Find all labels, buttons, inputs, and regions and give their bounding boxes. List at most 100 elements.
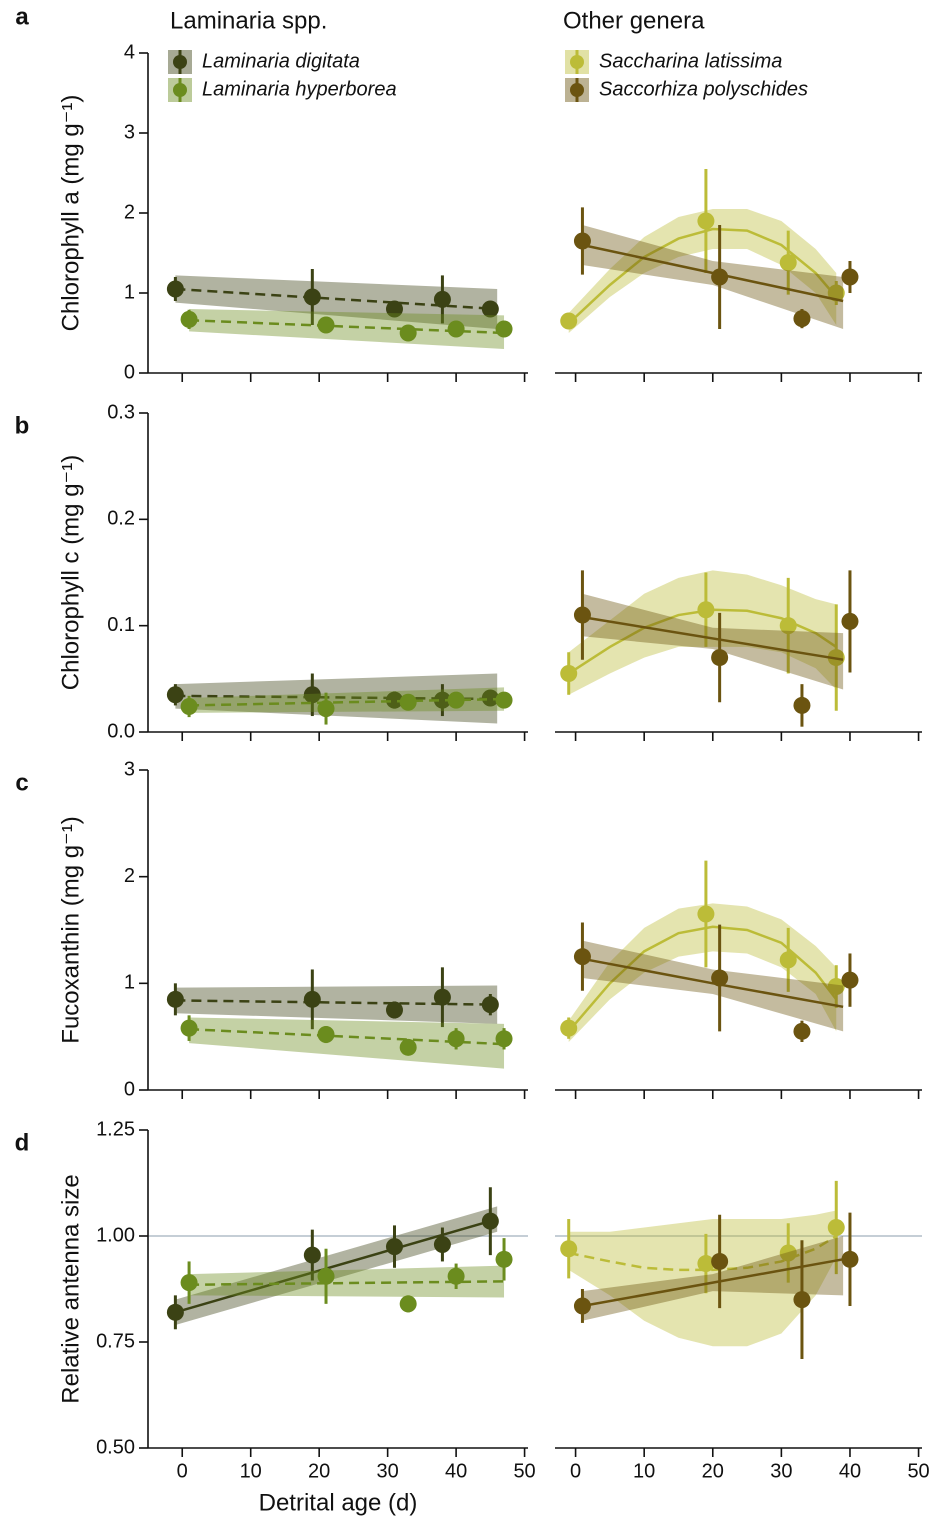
mean-point <box>793 1291 811 1309</box>
legend-label: Laminaria hyperborea <box>202 78 397 100</box>
x-tick-label: 0 <box>177 1460 188 1482</box>
mean-point <box>560 312 578 330</box>
mean-point <box>166 990 184 1008</box>
mean-point <box>447 320 465 338</box>
y-tick-label: 2 <box>124 865 135 887</box>
mean-point <box>385 1001 403 1019</box>
y-tick-label: 0.50 <box>96 1436 135 1458</box>
mean-point <box>841 268 859 286</box>
y-tick-label: 0 <box>124 361 135 383</box>
mean-point <box>166 686 184 704</box>
mean-point <box>481 996 499 1014</box>
mean-point <box>573 948 591 966</box>
legend-label: Saccorhiza polyschides <box>599 78 808 100</box>
mean-point <box>711 649 729 667</box>
panel-label: b <box>15 412 30 439</box>
mean-point <box>447 1030 465 1048</box>
y-tick-label: 0.2 <box>107 508 135 530</box>
y-tick-label: 0.0 <box>107 720 135 742</box>
x-tick-label: 50 <box>513 1460 535 1482</box>
x-tick-label: 50 <box>907 1460 929 1482</box>
mean-point <box>433 290 451 308</box>
mean-point <box>793 696 811 714</box>
x-tick-label: 10 <box>633 1460 655 1482</box>
fit-line <box>567 227 838 325</box>
mean-point <box>779 951 797 969</box>
y-tick-label: 1.25 <box>96 1118 135 1140</box>
mean-point <box>433 691 451 709</box>
x-tick-label: 20 <box>308 1460 330 1482</box>
legend-label: Laminaria digitata <box>202 50 360 72</box>
mean-point <box>697 1255 715 1273</box>
legend-marker <box>173 83 187 97</box>
mean-point <box>827 284 845 302</box>
confidence-band <box>568 1210 837 1347</box>
x-axis-label: Detrital age (d) <box>259 1489 418 1516</box>
column-title: Other genera <box>563 7 705 34</box>
confidence-band <box>189 1265 505 1298</box>
mean-point <box>793 1022 811 1040</box>
mean-point <box>303 1246 321 1264</box>
panel-label: d <box>15 1129 30 1156</box>
x-tick-label: 30 <box>770 1460 792 1482</box>
mean-point <box>779 254 797 272</box>
fit-line <box>582 1258 844 1308</box>
mean-point <box>447 1267 465 1285</box>
y-tick-label: 1.00 <box>96 1224 135 1246</box>
mean-point <box>180 310 198 328</box>
mean-point <box>399 324 417 342</box>
mean-point <box>180 697 198 715</box>
mean-point <box>560 1019 578 1037</box>
mean-point <box>697 601 715 619</box>
mean-point <box>399 1038 417 1056</box>
confidence-band <box>189 1017 505 1069</box>
y-axis-label: Relative antenna size <box>57 1174 84 1403</box>
y-tick-label: 1 <box>124 972 135 994</box>
mean-point <box>697 212 715 230</box>
mean-point <box>385 300 403 318</box>
y-tick-label: 0 <box>124 1078 135 1100</box>
fit-line <box>567 925 838 1033</box>
mean-point <box>399 1295 417 1313</box>
panel-label: a <box>15 3 29 30</box>
y-tick-label: 0.1 <box>107 614 135 636</box>
mean-point <box>697 905 715 923</box>
mean-point <box>180 1274 198 1292</box>
x-tick-label: 30 <box>377 1460 399 1482</box>
mean-point <box>827 978 845 996</box>
mean-point <box>385 691 403 709</box>
confidence-band <box>582 1236 844 1321</box>
mean-point <box>841 971 859 989</box>
y-tick-label: 2 <box>124 201 135 223</box>
mean-point <box>481 1212 499 1230</box>
confidence-band <box>189 309 505 349</box>
column-title: Laminaria spp. <box>170 7 327 34</box>
x-tick-label: 0 <box>570 1460 581 1482</box>
x-tick-label: 40 <box>839 1460 861 1482</box>
x-tick-label: 10 <box>240 1460 262 1482</box>
confidence-band <box>582 593 844 690</box>
mean-point <box>180 1019 198 1037</box>
legend-marker <box>570 83 584 97</box>
y-tick-label: 3 <box>124 758 135 780</box>
y-tick-label: 4 <box>124 41 135 63</box>
mean-point <box>573 1297 591 1315</box>
mean-point <box>711 969 729 987</box>
legend-marker <box>570 55 584 69</box>
fit-line <box>175 287 498 311</box>
mean-point <box>481 689 499 707</box>
fit-line <box>175 1217 498 1314</box>
legend-label: Saccharina latissima <box>599 50 782 72</box>
mean-point <box>495 320 513 338</box>
fit-line <box>175 694 498 701</box>
mean-point <box>303 990 321 1008</box>
legend-marker <box>173 55 187 69</box>
mean-point <box>779 1244 797 1262</box>
mean-point <box>481 300 499 318</box>
y-tick-label: 3 <box>124 121 135 143</box>
mean-point <box>841 612 859 630</box>
mean-point <box>317 700 335 718</box>
mean-point <box>827 1219 845 1237</box>
mean-point <box>779 617 797 635</box>
